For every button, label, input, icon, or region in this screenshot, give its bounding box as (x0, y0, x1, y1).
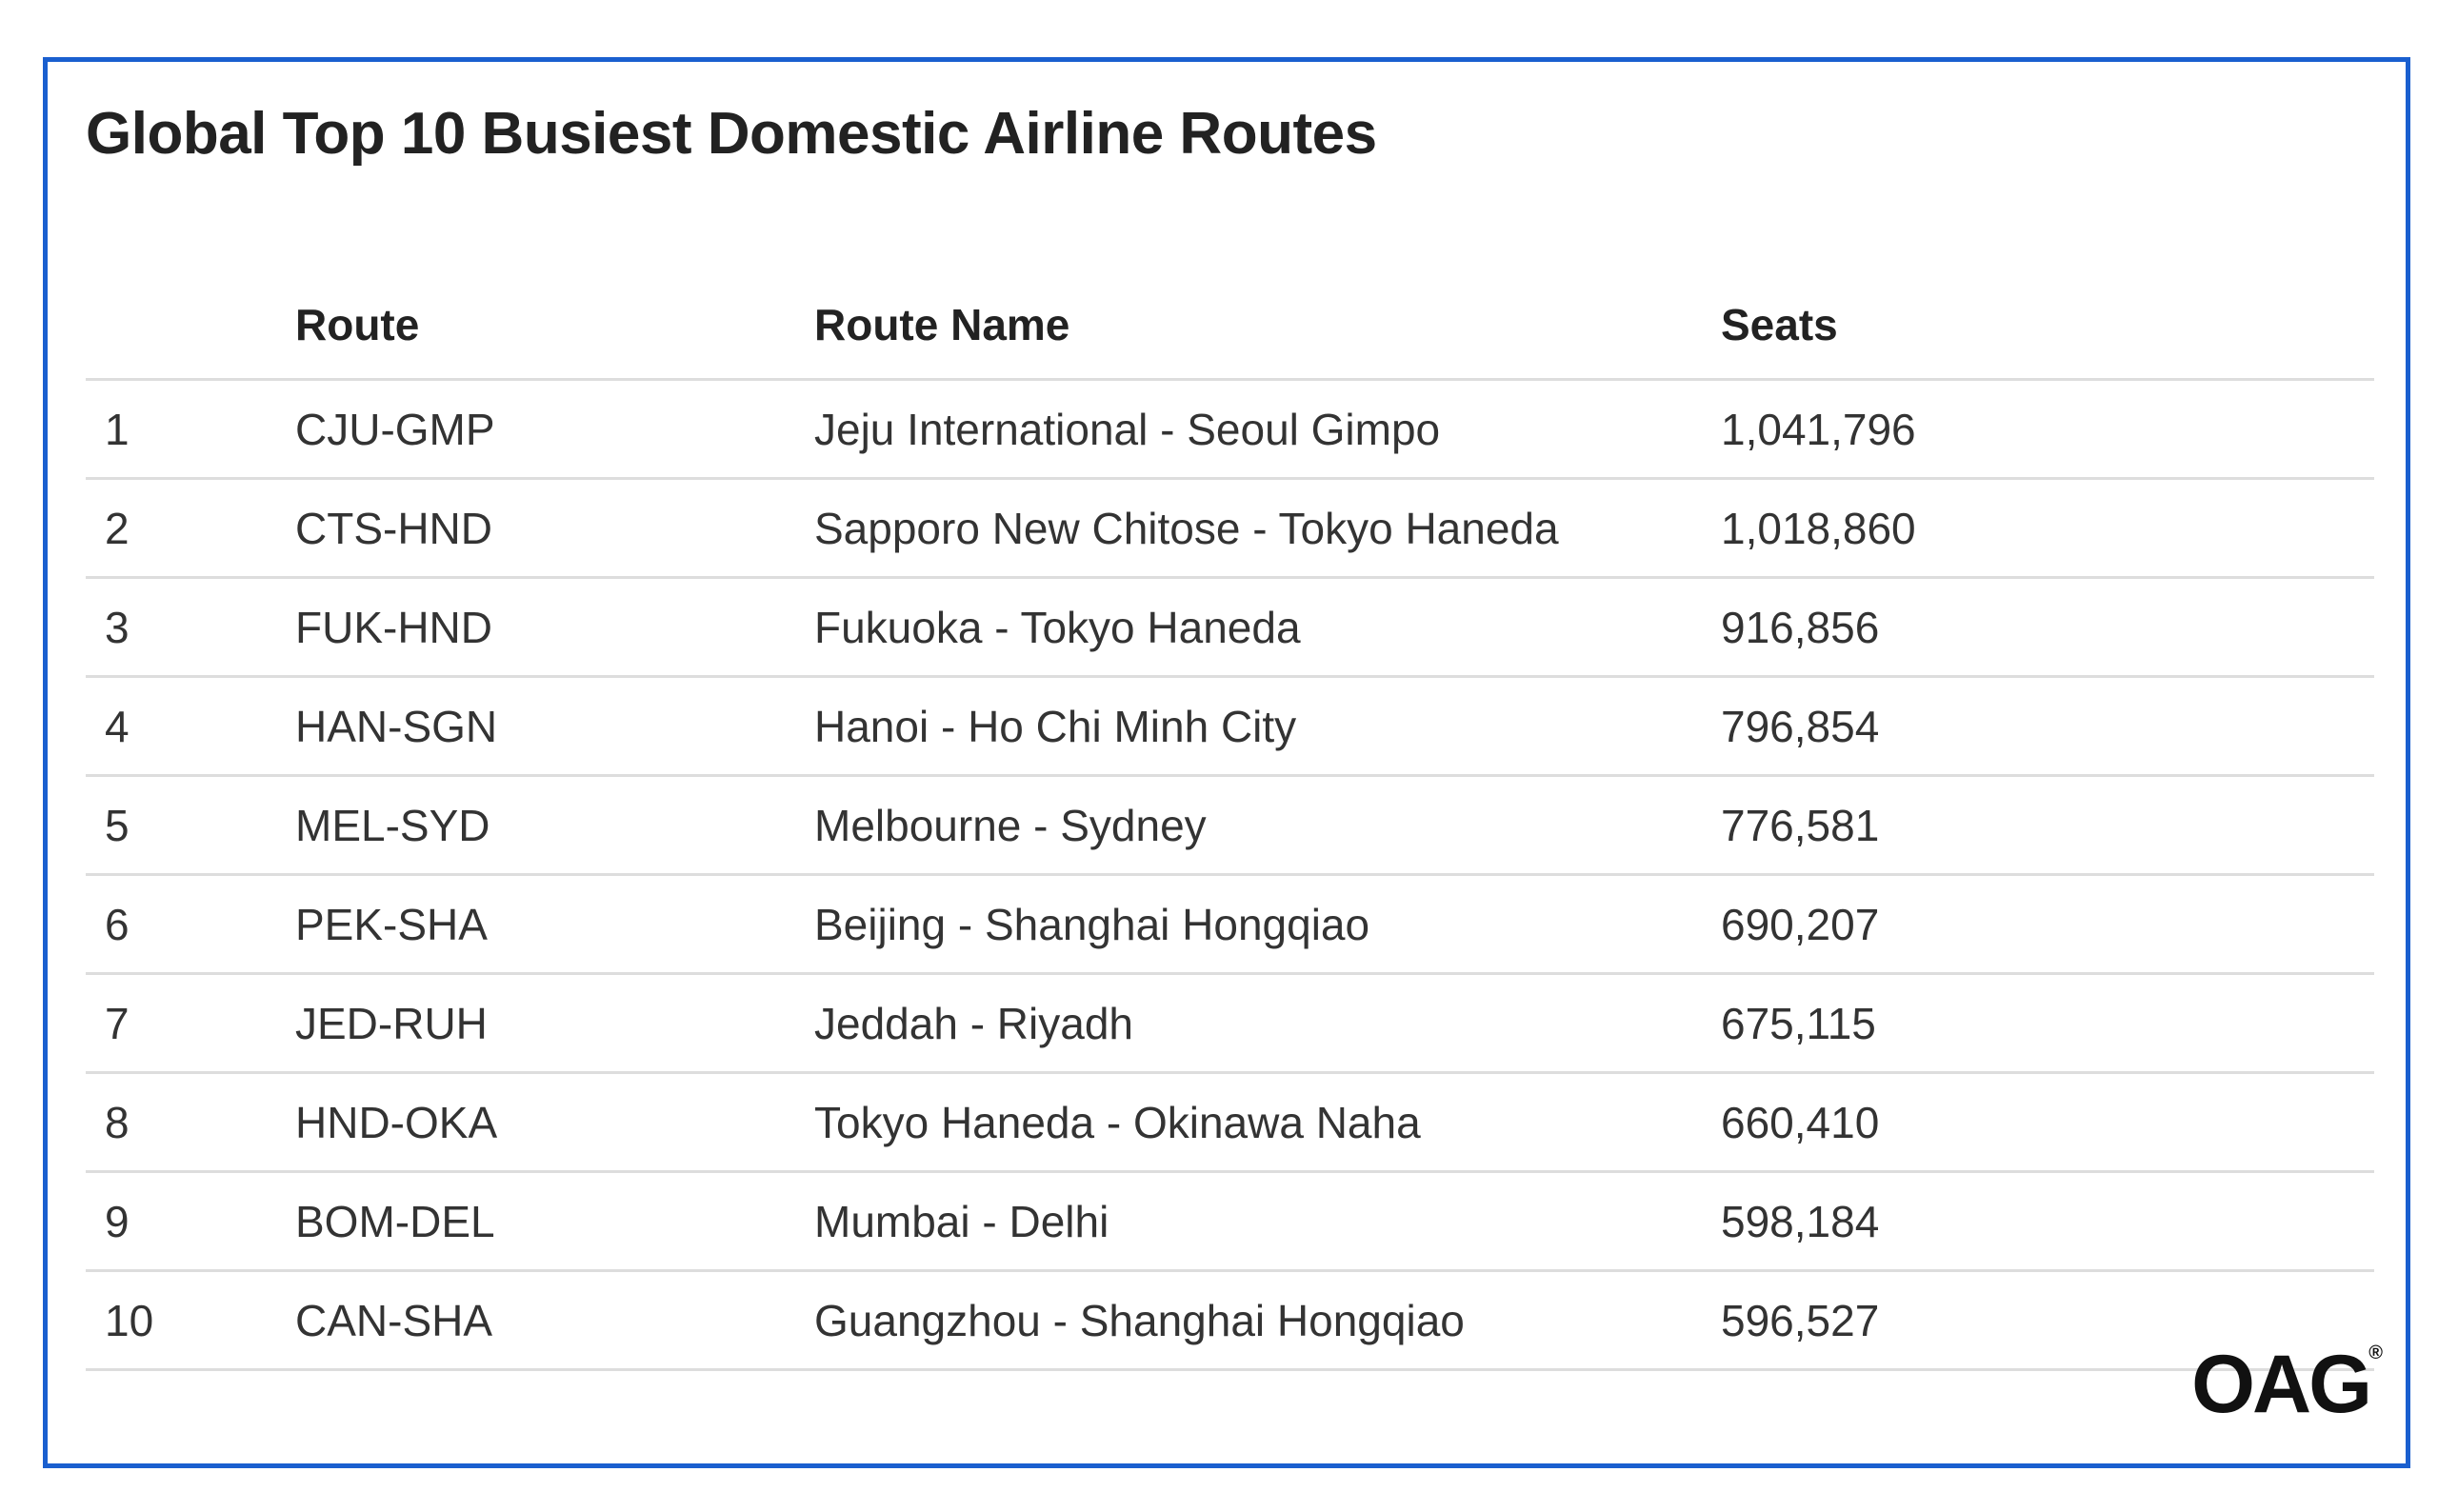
cell-seats: 596,527 (1702, 1270, 2374, 1371)
cell-route-name: Jeju International - Seoul Gimpo (795, 379, 1702, 480)
cell-seats: 660,410 (1702, 1072, 2374, 1173)
cell-route-name: Jeddah - Riyadh (795, 973, 1702, 1074)
cell-seats: 598,184 (1702, 1171, 2374, 1272)
oag-logo-text: OAG (2191, 1339, 2372, 1430)
cell-rank: 10 (86, 1270, 276, 1371)
cell-route: JED-RUH (276, 973, 795, 1074)
table-row: 2 CTS-HND Sapporo New Chitose - Tokyo Hane… (86, 478, 2374, 579)
cell-rank: 9 (86, 1171, 276, 1272)
cell-route: HAN-SGN (276, 676, 795, 777)
column-header-rank (86, 271, 276, 381)
cell-route-name: Mumbai - Delhi (795, 1171, 1702, 1272)
table-row: 5 MEL-SYD Melbourne - Sydney 776,581 (86, 775, 2374, 876)
cell-seats: 916,856 (1702, 577, 2374, 678)
cell-route-name: Guangzhou - Shanghai Hongqiao (795, 1270, 1702, 1371)
table-body: 1 CJU-GMP Jeju International - Seoul Gimpo… (86, 379, 2374, 1371)
table-row: 10 CAN-SHA Guangzhou - Shanghai Hongqiao 59… (86, 1270, 2374, 1371)
table-header-row: Route Route Name Seats (86, 271, 2374, 381)
cell-rank: 2 (86, 478, 276, 579)
cell-route: CTS-HND (276, 478, 795, 579)
cell-route-name: Beijing - Shanghai Hongqiao (795, 874, 1702, 975)
cell-route: CAN-SHA (276, 1270, 795, 1371)
cell-route: CJU-GMP (276, 379, 795, 480)
column-header-seats: Seats (1702, 271, 2374, 381)
registered-mark: ® (2368, 1343, 2383, 1363)
cell-seats: 796,854 (1702, 676, 2374, 777)
routes-table: Route Route Name Seats 1 CJU-GMP Jeju Inte… (86, 271, 2374, 1371)
table-row: 7 JED-RUH Jeddah - Riyadh 675,115 (86, 973, 2374, 1074)
cell-route: BOM-DEL (276, 1171, 795, 1272)
table-row: 8 HND-OKA Tokyo Haneda - Okinawa Naha 660,4… (86, 1072, 2374, 1173)
cell-rank: 7 (86, 973, 276, 1074)
cell-rank: 8 (86, 1072, 276, 1173)
table-row: 3 FUK-HND Fukuoka - Tokyo Haneda 916,856 (86, 577, 2374, 678)
cell-route-name: Sapporo New Chitose - Tokyo Haneda (795, 478, 1702, 579)
cell-route-name: Tokyo Haneda - Okinawa Naha (795, 1072, 1702, 1173)
cell-rank: 5 (86, 775, 276, 876)
cell-rank: 6 (86, 874, 276, 975)
cell-route: HND-OKA (276, 1072, 795, 1173)
column-header-route: Route (276, 271, 795, 381)
cell-route: PEK-SHA (276, 874, 795, 975)
cell-route-name: Hanoi - Ho Chi Minh City (795, 676, 1702, 777)
table-row: 4 HAN-SGN Hanoi - Ho Chi Minh City 796,854 (86, 676, 2374, 777)
cell-rank: 3 (86, 577, 276, 678)
cell-route-name: Melbourne - Sydney (795, 775, 1702, 876)
column-header-route-name: Route Name (795, 271, 1702, 381)
cell-route-name: Fukuoka - Tokyo Haneda (795, 577, 1702, 678)
table-row: 9 BOM-DEL Mumbai - Delhi 598,184 (86, 1171, 2374, 1272)
cell-seats: 776,581 (1702, 775, 2374, 876)
cell-route: MEL-SYD (276, 775, 795, 876)
table-row: 1 CJU-GMP Jeju International - Seoul Gimpo… (86, 379, 2374, 480)
table-row: 6 PEK-SHA Beijing - Shanghai Hongqiao 690,2… (86, 874, 2374, 975)
cell-seats: 1,041,796 (1702, 379, 2374, 480)
cell-route: FUK-HND (276, 577, 795, 678)
cell-rank: 4 (86, 676, 276, 777)
oag-logo: OAG ® (2191, 1343, 2383, 1425)
cell-seats: 1,018,860 (1702, 478, 2374, 579)
chart-title: Global Top 10 Busiest Domestic Airline R… (86, 101, 1377, 167)
cell-seats: 690,207 (1702, 874, 2374, 975)
cell-seats: 675,115 (1702, 973, 2374, 1074)
chart-frame: Global Top 10 Busiest Domestic Airline R… (43, 57, 2410, 1468)
cell-rank: 1 (86, 379, 276, 480)
